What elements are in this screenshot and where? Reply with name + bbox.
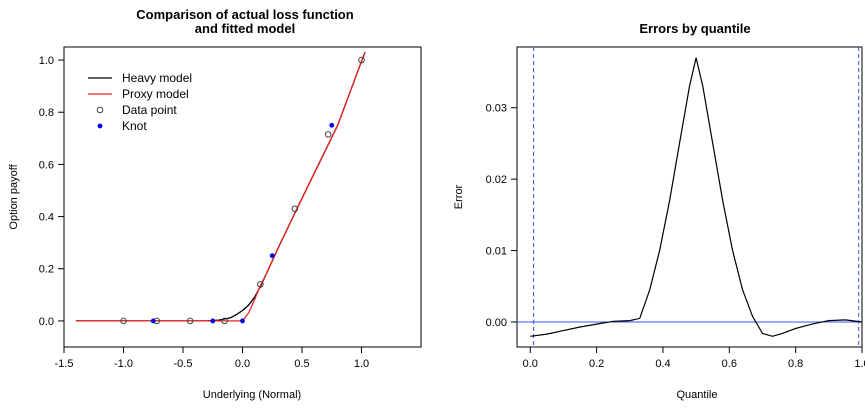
x-tick-label: 0.0: [235, 358, 250, 370]
data-point: [324, 131, 332, 138]
knot-point: [210, 318, 216, 324]
data-point: [358, 56, 365, 64]
data-point: [120, 317, 127, 325]
x-axis-label: Underlying (Normal): [203, 389, 301, 401]
x-tick-label: 1.0: [354, 358, 369, 370]
x-tick-label: -1.5: [55, 358, 74, 370]
proxy-model-line: [75, 51, 366, 322]
y-tick-label: 0.2: [39, 264, 54, 276]
y-tick-label: 0.01: [486, 246, 507, 258]
x-tick-label: 1.0: [854, 358, 865, 370]
chart-title-line-1: Comparison of actual loss function: [136, 7, 353, 22]
x-axis-label: Quantile: [677, 389, 718, 401]
loss-function-chart: Comparison of actual loss function and f…: [8, 7, 422, 401]
legend: Heavy model Proxy model Data point Knot: [88, 71, 192, 133]
data-point: [291, 205, 299, 213]
knot-point: [240, 318, 245, 324]
y-tick-label: 1.0: [39, 55, 54, 67]
x-axis: -1.5 -1.0 -0.5 0.0 0.5 1.0: [55, 347, 369, 370]
x-tick-label: -0.5: [174, 358, 193, 370]
legend-swatch: [97, 123, 103, 129]
chart-title: Errors by quantile: [639, 21, 750, 36]
x-tick-label: 0.5: [294, 358, 309, 370]
x-tick-label: -1.0: [114, 358, 133, 370]
y-tick-label: 0.6: [39, 159, 54, 171]
heavy-model-line: [75, 51, 366, 322]
data-point: [221, 317, 228, 325]
legend-label: Data point: [122, 103, 177, 117]
legend-label: Knot: [122, 119, 147, 133]
data-point: [186, 317, 194, 325]
x-tick-label: 0.2: [589, 358, 604, 370]
knot-point: [269, 253, 275, 259]
error-quantile-chart: Errors by quantile 0.0 0.2 0.4 0.6 0.8 1.0 0.…: [453, 21, 865, 401]
plot-frame: [63, 46, 422, 348]
x-tick-label: 0.0: [523, 358, 538, 370]
legend-label: Proxy model: [122, 87, 189, 101]
x-tick-label: 0.6: [722, 358, 737, 370]
x-axis: 0.0 0.2 0.4 0.6 0.8 1.0: [523, 347, 865, 370]
chart-title-line-2: and fitted model: [195, 21, 295, 36]
y-axis-label: Option payoff: [8, 163, 20, 229]
x-tick-label: 0.4: [655, 358, 670, 370]
error-line: [530, 57, 862, 337]
y-axis: 0.00 0.01 0.02 0.03: [486, 103, 517, 329]
x-tick-label: 0.8: [788, 358, 803, 370]
y-tick-label: 0.4: [39, 212, 54, 224]
legend-swatch: [96, 106, 104, 114]
data-point: [257, 281, 264, 288]
y-tick-label: 0.02: [486, 174, 507, 186]
y-tick-label: 0.00: [486, 317, 507, 329]
y-axis-label: Error: [453, 184, 465, 209]
y-tick-label: 0.03: [486, 103, 507, 115]
y-tick-label: 0.8: [39, 107, 54, 119]
y-tick-label: 0.0: [39, 316, 54, 328]
legend-label: Heavy model: [122, 71, 192, 85]
knot-point: [329, 122, 335, 128]
y-axis: 0.0 0.2 0.4 0.6 0.8 1.0: [39, 55, 64, 328]
knot-point: [150, 318, 156, 324]
plot-frame: [516, 46, 863, 348]
